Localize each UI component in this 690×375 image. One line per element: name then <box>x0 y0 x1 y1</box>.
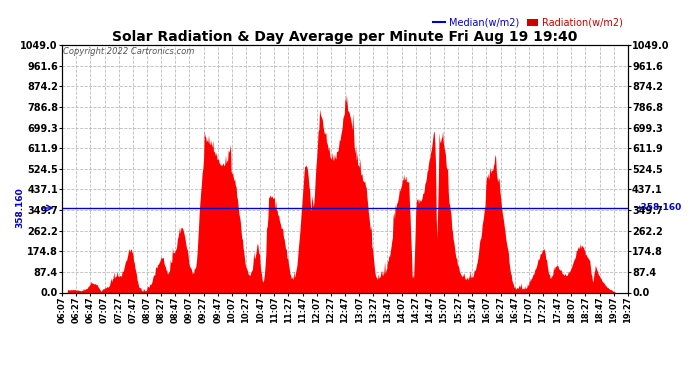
Text: 358.160: 358.160 <box>15 188 24 228</box>
Legend: Median(w/m2), Radiation(w/m2): Median(w/m2), Radiation(w/m2) <box>433 18 623 28</box>
Title: Solar Radiation & Day Average per Minute Fri Aug 19 19:40: Solar Radiation & Day Average per Minute… <box>112 30 578 44</box>
Text: Copyright 2022 Cartronics.com: Copyright 2022 Cartronics.com <box>63 48 194 57</box>
Text: →358.160: →358.160 <box>633 204 682 213</box>
